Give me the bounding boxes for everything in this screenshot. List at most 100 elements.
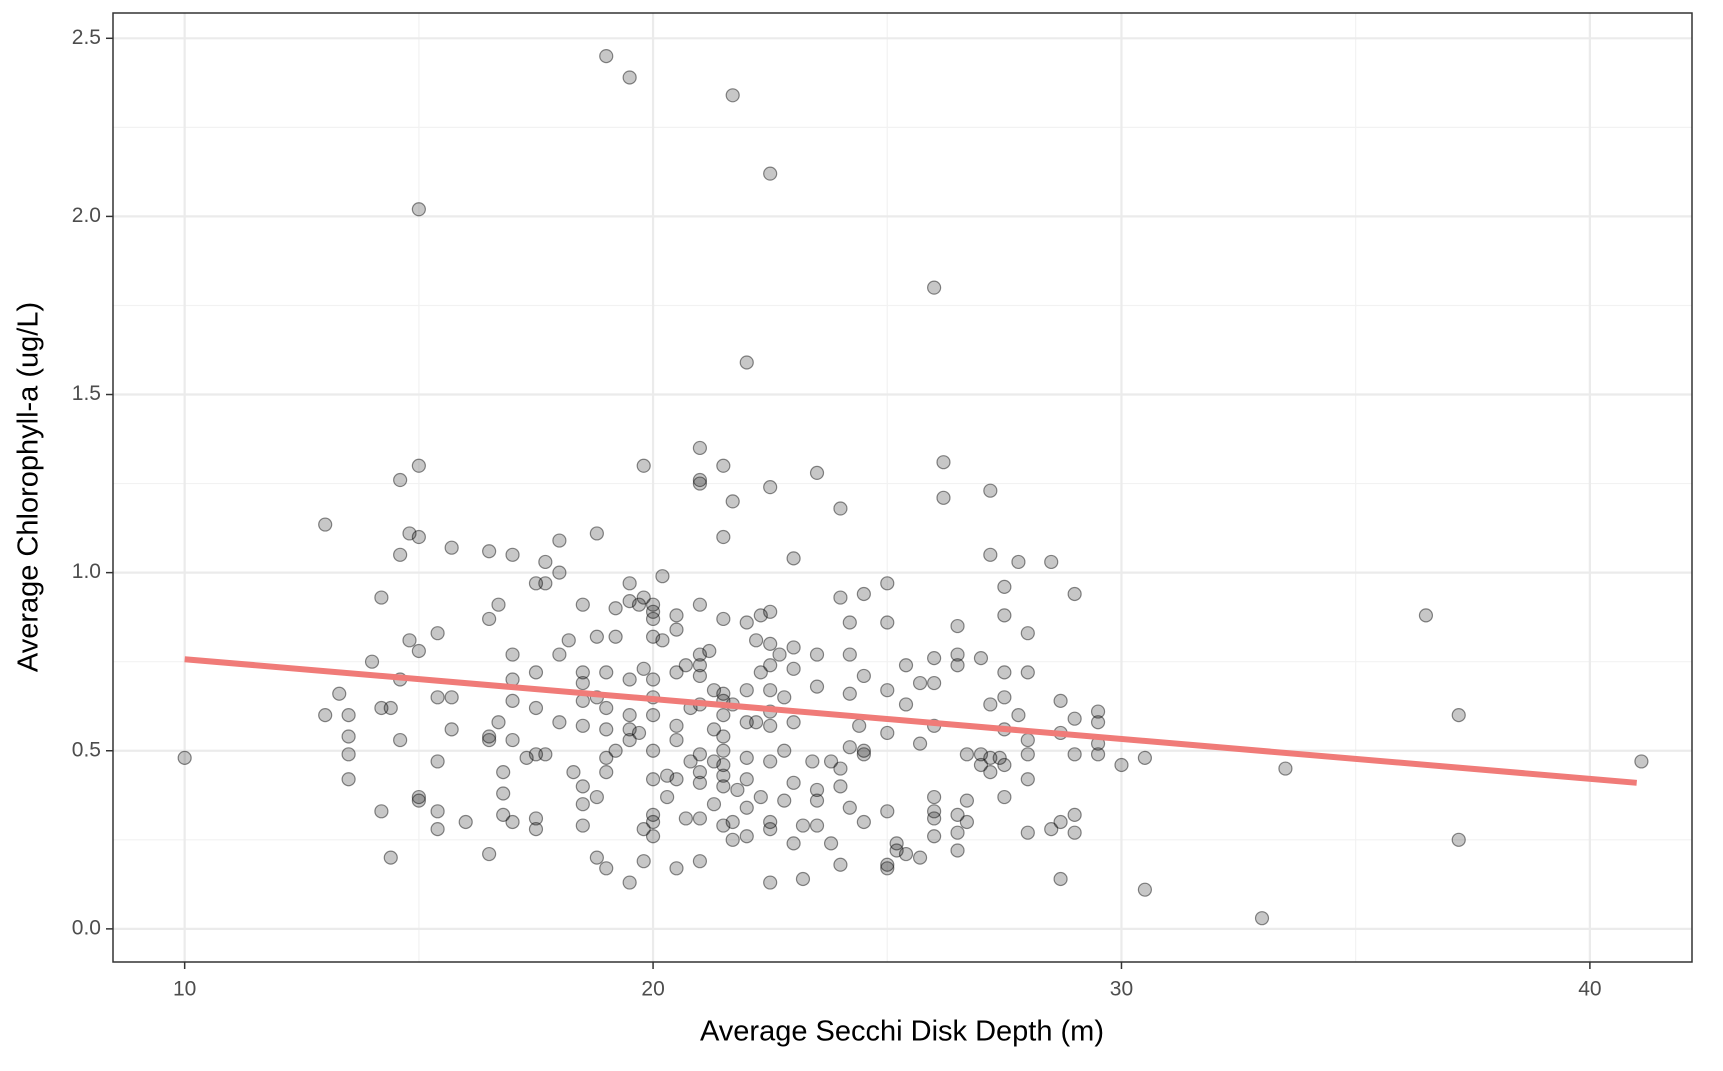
- point: [912, 850, 928, 865]
- point: [692, 668, 708, 684]
- point: [777, 793, 792, 808]
- point: [364, 654, 380, 669]
- point: [692, 440, 708, 456]
- point: [393, 547, 408, 562]
- point: [809, 679, 825, 694]
- point: [660, 789, 675, 805]
- point: [856, 668, 871, 684]
- point: [608, 743, 623, 758]
- point: [983, 483, 998, 498]
- point: [833, 779, 848, 794]
- point: [636, 661, 651, 676]
- point: [739, 715, 754, 730]
- point: [645, 772, 661, 787]
- point: [645, 814, 661, 830]
- point: [983, 547, 998, 562]
- point: [538, 576, 553, 591]
- point: [318, 517, 333, 532]
- point: [645, 708, 661, 723]
- point: [589, 789, 604, 805]
- point: [725, 832, 740, 847]
- point: [411, 529, 426, 545]
- point: [1020, 732, 1035, 748]
- point: [669, 732, 684, 748]
- point: [833, 501, 848, 516]
- point: [1090, 704, 1106, 719]
- point: [374, 804, 389, 819]
- point: [786, 715, 801, 730]
- point: [763, 683, 778, 698]
- point: [1020, 772, 1035, 787]
- point: [383, 700, 398, 716]
- point: [528, 700, 544, 716]
- point: [739, 772, 754, 787]
- point: [177, 750, 192, 765]
- point: [599, 665, 614, 680]
- point: [645, 807, 661, 822]
- point: [496, 765, 511, 780]
- point: [716, 529, 731, 545]
- point: [374, 590, 389, 605]
- point: [482, 729, 497, 744]
- point: [589, 629, 604, 644]
- point: [833, 857, 848, 872]
- point: [575, 818, 590, 833]
- point: [552, 565, 567, 580]
- point: [1090, 747, 1106, 762]
- point: [809, 793, 825, 808]
- point: [575, 718, 590, 733]
- point: [795, 818, 811, 833]
- point: [880, 861, 895, 876]
- point: [959, 793, 975, 808]
- point: [678, 811, 693, 826]
- point: [566, 765, 581, 780]
- point: [1254, 911, 1270, 926]
- point: [898, 697, 914, 712]
- point: [393, 472, 408, 488]
- point: [749, 633, 764, 648]
- point: [1020, 626, 1035, 641]
- point: [950, 658, 965, 673]
- point: [950, 807, 965, 822]
- point: [959, 814, 975, 830]
- point: [1137, 750, 1153, 765]
- point: [505, 732, 520, 748]
- point: [444, 690, 459, 705]
- point: [809, 647, 825, 662]
- point: [739, 829, 754, 844]
- point: [749, 715, 764, 730]
- point: [912, 736, 928, 751]
- point: [973, 757, 989, 773]
- point: [575, 665, 590, 680]
- point: [927, 280, 942, 295]
- point: [1053, 693, 1068, 708]
- point: [842, 647, 857, 662]
- point: [786, 551, 801, 566]
- point: [1020, 825, 1035, 840]
- point: [702, 643, 717, 659]
- point: [763, 822, 778, 837]
- point: [997, 789, 1012, 805]
- point: [823, 754, 839, 769]
- point: [950, 647, 965, 662]
- point: [622, 732, 637, 748]
- point: [599, 750, 614, 765]
- point: [950, 618, 965, 634]
- point: [645, 604, 661, 619]
- point: [575, 675, 590, 691]
- point: [599, 49, 614, 64]
- point: [538, 747, 553, 762]
- point: [622, 594, 637, 609]
- point: [411, 793, 426, 808]
- point: [950, 843, 965, 858]
- point: [505, 647, 520, 662]
- point: [950, 825, 965, 840]
- point: [444, 722, 459, 737]
- point: [786, 836, 801, 851]
- point: [655, 633, 670, 648]
- point: [898, 846, 914, 862]
- point: [393, 732, 408, 748]
- point: [482, 732, 497, 748]
- point: [706, 722, 722, 737]
